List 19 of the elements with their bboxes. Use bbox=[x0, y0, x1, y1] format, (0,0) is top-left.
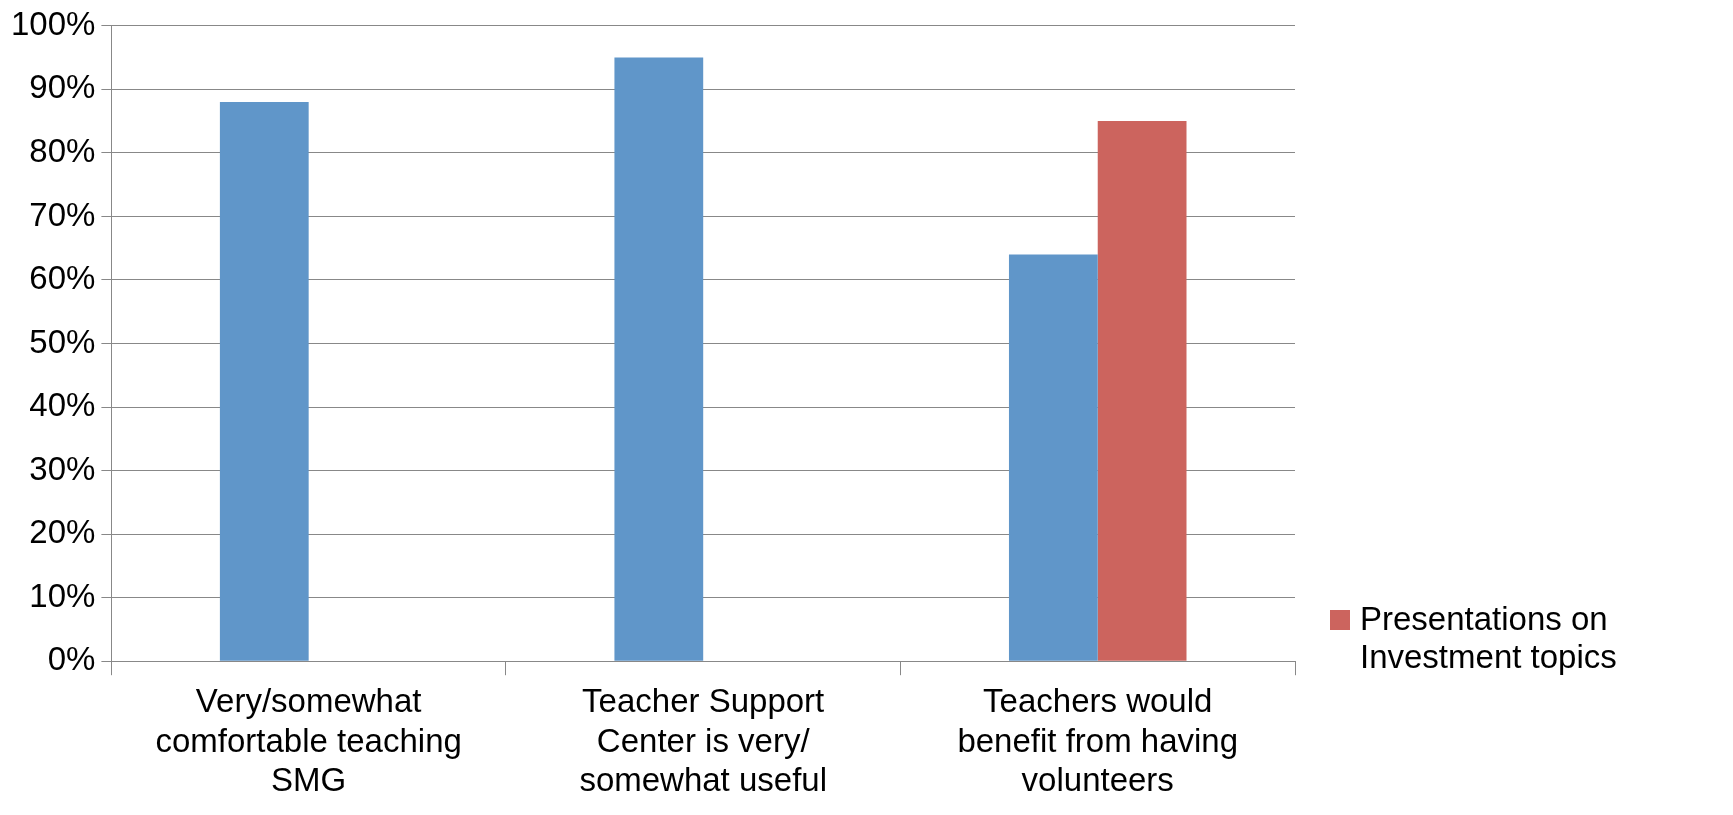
x-tick-label: Very/somewhat comfortable teaching SMG bbox=[155, 682, 462, 799]
y-tick-label: 70% bbox=[29, 195, 96, 233]
y-tick-label: 100% bbox=[11, 4, 96, 42]
x-tick-label: Teachers would benefit from having volunteers bbox=[957, 682, 1239, 799]
legend-label: Presentations on Investment topics bbox=[1360, 600, 1618, 676]
bar bbox=[614, 57, 704, 661]
y-tick-label: 60% bbox=[29, 259, 96, 297]
bar bbox=[219, 102, 309, 661]
y-tick-label: 30% bbox=[29, 449, 96, 487]
x-tick-label: Teacher Support Center is very/somewhat useful bbox=[579, 682, 828, 799]
y-tick-label: 20% bbox=[29, 513, 96, 551]
y-tick-label: 10% bbox=[29, 576, 96, 614]
y-tick-label: 40% bbox=[29, 386, 96, 424]
bar bbox=[1008, 254, 1098, 661]
bar bbox=[1097, 121, 1187, 661]
y-tick-label: 0% bbox=[47, 640, 96, 678]
y-tick-label: 50% bbox=[29, 322, 96, 360]
y-tick-label: 80% bbox=[29, 131, 96, 169]
y-tick-label: 90% bbox=[29, 68, 96, 106]
